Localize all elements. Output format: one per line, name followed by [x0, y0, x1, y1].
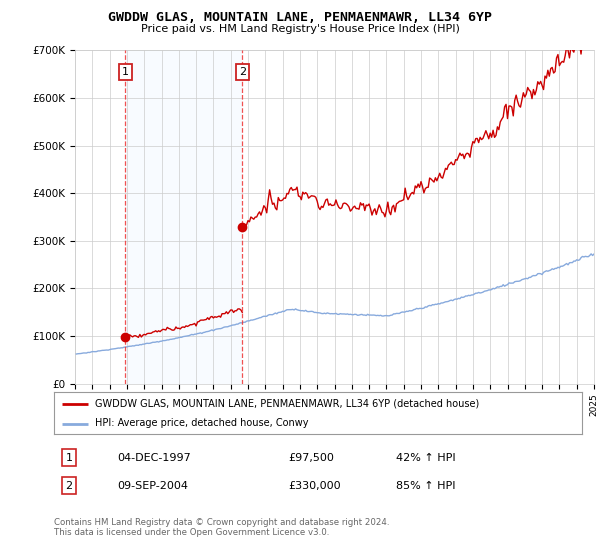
Text: £97,500: £97,500	[288, 452, 334, 463]
Text: 42% ↑ HPI: 42% ↑ HPI	[396, 452, 455, 463]
Text: £330,000: £330,000	[288, 480, 341, 491]
Text: GWDDW GLAS, MOUNTAIN LANE, PENMAENMAWR, LL34 6YP: GWDDW GLAS, MOUNTAIN LANE, PENMAENMAWR, …	[108, 11, 492, 24]
Text: 09-SEP-2004: 09-SEP-2004	[117, 480, 188, 491]
Text: 2: 2	[239, 67, 246, 77]
Text: GWDDW GLAS, MOUNTAIN LANE, PENMAENMAWR, LL34 6YP (detached house): GWDDW GLAS, MOUNTAIN LANE, PENMAENMAWR, …	[95, 399, 479, 409]
Text: HPI: Average price, detached house, Conwy: HPI: Average price, detached house, Conw…	[95, 418, 308, 428]
Bar	[125, 50, 242, 384]
Text: 1: 1	[65, 452, 73, 463]
Text: 1: 1	[122, 67, 129, 77]
Text: 2: 2	[65, 480, 73, 491]
Text: 85% ↑ HPI: 85% ↑ HPI	[396, 480, 455, 491]
Text: Price paid vs. HM Land Registry's House Price Index (HPI): Price paid vs. HM Land Registry's House …	[140, 24, 460, 34]
Text: Contains HM Land Registry data © Crown copyright and database right 2024.
This d: Contains HM Land Registry data © Crown c…	[54, 518, 389, 538]
Text: 04-DEC-1997: 04-DEC-1997	[117, 452, 191, 463]
